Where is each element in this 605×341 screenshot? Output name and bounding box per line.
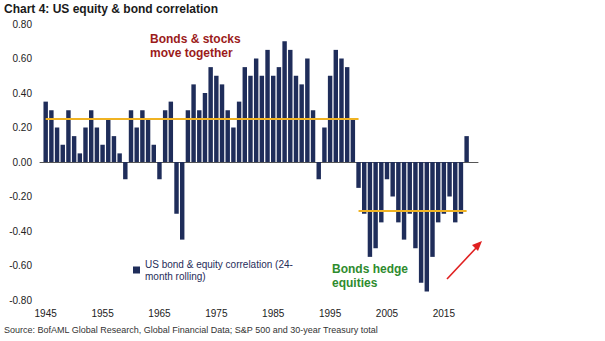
svg-text:1965: 1965 [148, 308, 171, 319]
svg-text:0.00: 0.00 [13, 157, 33, 168]
svg-text:1955: 1955 [91, 308, 114, 319]
svg-text:-0.60: -0.60 [9, 260, 32, 271]
svg-text:-0.80: -0.80 [9, 295, 32, 306]
svg-text:Bonds & stocks: Bonds & stocks [150, 32, 241, 46]
svg-text:month rolling): month rolling) [145, 271, 206, 282]
svg-text:equities: equities [332, 276, 378, 290]
svg-text:-0.20: -0.20 [9, 191, 32, 202]
svg-text:-0.40: -0.40 [9, 226, 32, 237]
svg-text:1985: 1985 [262, 308, 285, 319]
svg-text:0.60: 0.60 [13, 53, 33, 64]
svg-text:2015: 2015 [433, 308, 456, 319]
svg-text:1995: 1995 [319, 308, 342, 319]
svg-text:2005: 2005 [376, 308, 399, 319]
svg-text:0.40: 0.40 [13, 88, 33, 99]
svg-text:1975: 1975 [205, 308, 228, 319]
svg-text:Chart 4: US equity & bond corr: Chart 4: US equity & bond correlation [4, 2, 218, 16]
svg-text:0.20: 0.20 [13, 122, 33, 133]
svg-text:move together: move together [150, 46, 233, 60]
svg-text:US bond & equity correlation (: US bond & equity correlation (24- [145, 259, 293, 270]
svg-text:Source: BofAML Global Research: Source: BofAML Global Research, Global F… [4, 325, 378, 335]
svg-text:0.80: 0.80 [13, 19, 33, 30]
svg-text:1945: 1945 [35, 308, 58, 319]
svg-text:Bonds hedge: Bonds hedge [332, 262, 408, 276]
